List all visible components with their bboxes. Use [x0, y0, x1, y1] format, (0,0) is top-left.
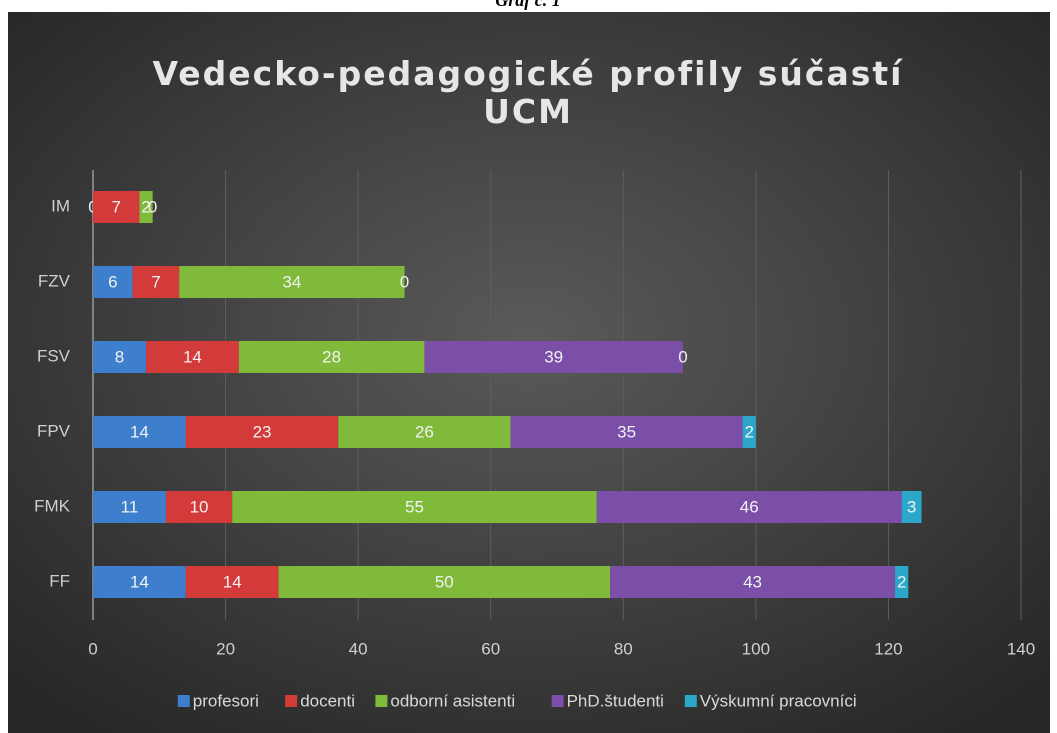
y-tick-label: FF: [49, 571, 70, 590]
bar-segment: [338, 416, 511, 448]
bar-segment: [185, 416, 339, 448]
x-tick-label: 140: [1007, 639, 1035, 658]
legend-label: PhD.študenti: [567, 691, 664, 710]
bar-segment: [424, 341, 683, 373]
value-label: 7: [151, 272, 160, 291]
bar-segment: [139, 191, 153, 223]
bar-segment: [232, 491, 597, 523]
value-label: 14: [183, 347, 202, 366]
bar-segment: [278, 566, 611, 598]
value-label: 28: [322, 347, 341, 366]
bar-segment: [132, 266, 180, 298]
value-label: 0: [148, 197, 157, 216]
bar-segment: [93, 341, 147, 373]
value-label: 11: [121, 497, 139, 516]
bar-segment: [185, 566, 279, 598]
bar-segment: [610, 566, 896, 598]
y-tick-label: FZV: [38, 271, 71, 290]
bar-segment: [895, 566, 909, 598]
value-label: 43: [743, 572, 762, 591]
x-tick-label: 120: [874, 639, 902, 658]
bar-segment: [238, 341, 425, 373]
x-tick-label: 20: [216, 639, 235, 658]
chart-title: Vedecko-pedagogické profily súčastí UCM: [153, 54, 904, 131]
bar-segment: [510, 416, 743, 448]
value-label: 14: [223, 572, 242, 591]
value-label: 50: [435, 572, 454, 591]
value-label: 8: [115, 347, 124, 366]
legend-label: Výskumní pracovníci: [700, 691, 857, 710]
legend-swatch: [375, 695, 388, 707]
value-label: 26: [415, 422, 434, 441]
bar-segment: [93, 191, 140, 223]
y-tick-label: FPV: [37, 421, 71, 440]
x-tick-label: 60: [481, 639, 500, 658]
value-label: 2: [897, 572, 906, 591]
legend-label: odborní asistenti: [390, 691, 515, 710]
bar-segment: [93, 566, 186, 598]
bar-segment: [596, 491, 902, 523]
x-tick-label: 80: [614, 639, 633, 658]
value-label: 0: [678, 347, 687, 366]
bar-segment: [146, 341, 239, 373]
legend-swatch: [551, 695, 564, 707]
y-tick-label: FSV: [37, 346, 71, 365]
value-label: 39: [544, 347, 563, 366]
bar-segment: [179, 266, 405, 298]
legend-swatch: [285, 695, 298, 707]
bar-segment: [93, 416, 186, 448]
y-tick-label: IM: [51, 196, 70, 215]
value-label: 23: [253, 422, 272, 441]
value-label: 3: [907, 497, 916, 516]
y-tick-label: FMK: [34, 496, 71, 515]
value-label: 55: [405, 497, 424, 516]
value-label: 2: [141, 197, 150, 216]
x-tick-label: 100: [742, 639, 770, 658]
bar-segment: [901, 491, 922, 523]
x-tick-label: 40: [349, 639, 368, 658]
legend-swatch: [177, 695, 190, 707]
chart-title-text: Vedecko-pedagogické profily súčastí UCM: [153, 54, 904, 131]
value-label: 2: [744, 422, 753, 441]
bar-segment: [165, 491, 233, 523]
value-label: 10: [190, 497, 209, 516]
value-label: 0: [400, 272, 409, 291]
legend-label: docenti: [300, 691, 355, 710]
value-label: 35: [617, 422, 636, 441]
value-label: 34: [282, 272, 301, 291]
value-label: 46: [740, 497, 759, 516]
legend-swatch: [684, 695, 697, 707]
caption: Graf č. 1: [495, 0, 561, 10]
bar-segment: [742, 416, 756, 448]
value-label: 7: [111, 197, 120, 216]
legend-label: profesori: [193, 691, 259, 710]
bar-segment: [93, 491, 166, 523]
value-label: 14: [130, 422, 149, 441]
bar-segment: [93, 266, 133, 298]
value-label: 6: [108, 272, 117, 291]
x-tick-label: 0: [88, 639, 97, 658]
value-label: 14: [130, 572, 149, 591]
